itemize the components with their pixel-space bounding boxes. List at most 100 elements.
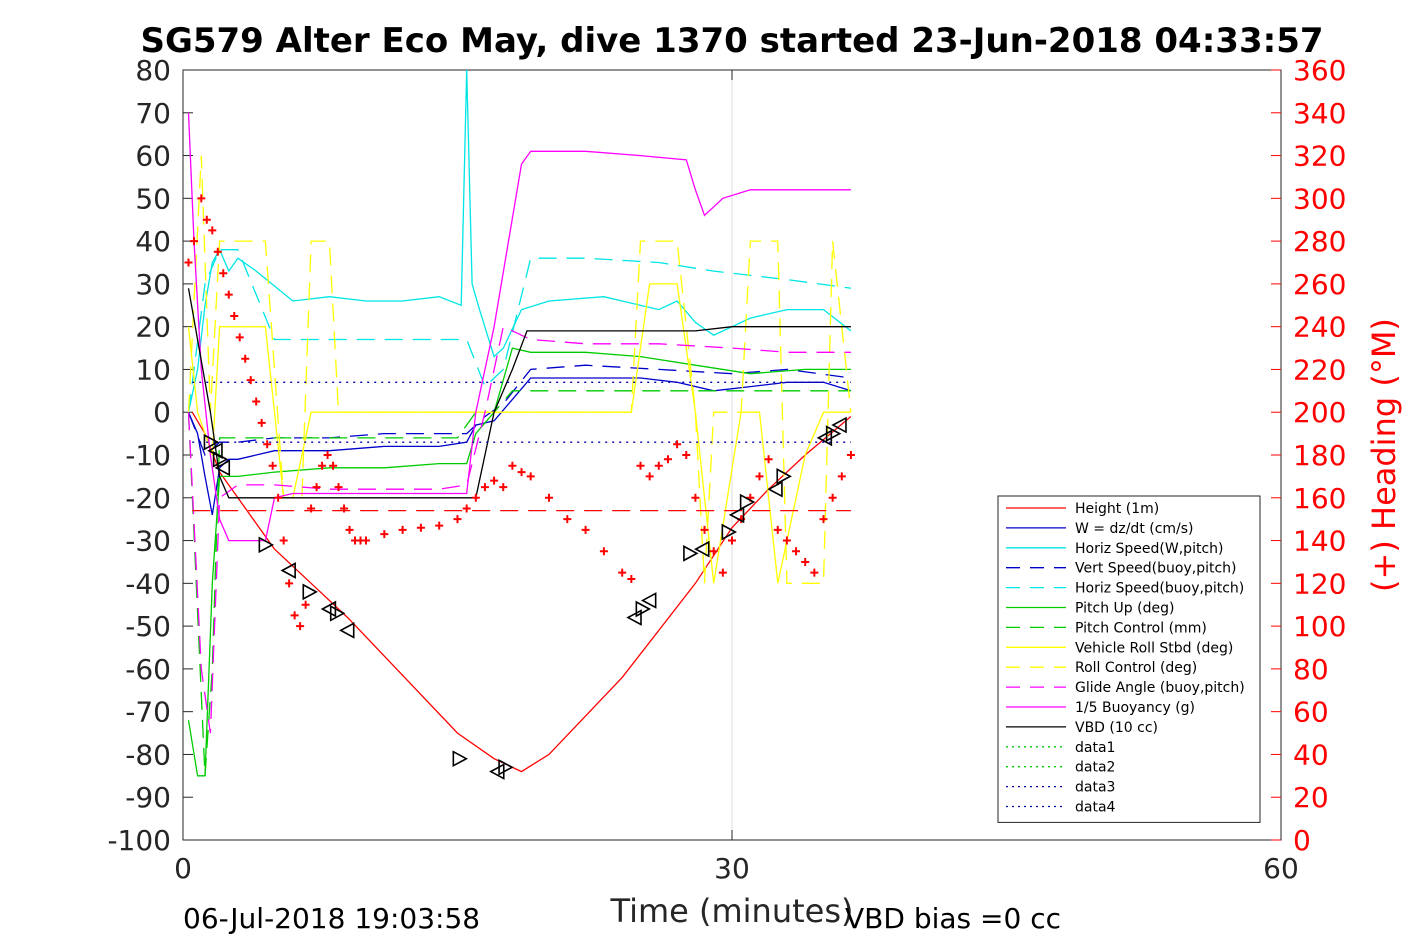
depth-marker	[825, 425, 842, 442]
y2-axis-label: (+) Heading (°M)	[1365, 318, 1403, 592]
y2-tick-label: 0	[1293, 824, 1311, 857]
y-tick-label: -10	[125, 439, 171, 472]
marker-layer	[184, 194, 855, 780]
y2-tick-label: 20	[1293, 781, 1329, 814]
series-glide-angle-buoy-pitch	[187, 325, 851, 734]
legend-label: data3	[1075, 780, 1115, 796]
depth-marker	[258, 536, 275, 554]
heading-marker	[782, 536, 791, 545]
heading-marker	[380, 530, 389, 539]
series-vbd-10-cc	[187, 288, 851, 499]
y2-tick-label: 180	[1293, 439, 1346, 472]
heading-marker	[213, 247, 222, 256]
y2-tick-label: 60	[1293, 696, 1329, 729]
depth-marker	[329, 604, 346, 622]
heading-marker	[224, 290, 233, 299]
y-tick-label: -100	[107, 824, 171, 857]
y2-tick-label: 360	[1293, 54, 1346, 87]
heading-marker	[773, 525, 782, 534]
legend-label: Horiz Speed(W,pitch)	[1075, 541, 1223, 557]
legend-label: VBD (10 cc)	[1075, 720, 1158, 736]
heading-marker	[318, 461, 327, 470]
x-tick-label: 60	[1263, 852, 1299, 885]
heading-marker	[197, 194, 206, 203]
heading-marker	[545, 493, 553, 502]
x-tick-label: 0	[174, 852, 192, 885]
heading-marker	[764, 455, 773, 464]
series-w-dz-dt-cm-s	[187, 377, 852, 516]
y-tick-label: -50	[125, 610, 171, 643]
y-tick-label: 50	[135, 182, 171, 215]
heading-marker	[673, 440, 682, 449]
y-tick-label: 70	[135, 97, 171, 130]
legend-label: Pitch Control (mm)	[1075, 620, 1207, 636]
heading-marker	[490, 476, 499, 485]
series-horiz-speed-w-pitch	[187, 70, 852, 413]
heading-marker	[819, 515, 828, 524]
heading-marker	[599, 547, 608, 556]
heading-marker	[398, 525, 407, 534]
y2-tick-label: 260	[1293, 268, 1346, 301]
heading-marker	[208, 226, 217, 235]
heading-marker	[246, 376, 255, 385]
depth-marker	[721, 523, 738, 541]
heading-marker	[526, 472, 535, 481]
legend-label: data2	[1075, 760, 1115, 776]
legend-label: Roll Control (deg)	[1075, 660, 1197, 676]
depth-marker	[776, 468, 792, 485]
heading-marker	[563, 515, 572, 524]
y-tick-label: -70	[125, 696, 171, 729]
series-vert-speed-buoy-pitch	[187, 364, 851, 457]
y2-tick-label: 240	[1293, 311, 1346, 344]
depth-marker	[339, 622, 355, 639]
heading-marker	[235, 333, 244, 342]
depth-marker	[302, 583, 318, 601]
heading-marker	[663, 455, 672, 464]
depth-marker	[767, 480, 783, 498]
heading-marker	[252, 397, 261, 406]
heading-marker	[654, 461, 663, 470]
chart-title: SG579 Alter Eco May, dive 1370 started 2…	[140, 21, 1323, 61]
y-tick-label: 80	[135, 54, 171, 87]
y2-tick-label: 320	[1293, 140, 1346, 173]
depth-marker	[498, 758, 514, 776]
y2-tick-label: 140	[1293, 525, 1346, 558]
x-axis-ticks: 0 30 60	[174, 70, 1299, 885]
heading-marker	[801, 557, 810, 566]
depth-marker	[640, 592, 657, 609]
y2-tick-label: 160	[1293, 482, 1346, 515]
depth-marker	[203, 433, 220, 451]
legend-label: Horiz Speed(buoy,pitch)	[1075, 581, 1244, 597]
heading-marker	[636, 461, 645, 470]
heading-marker	[709, 547, 718, 556]
right-axis-ticks: 3603403203002802602402202001801601401201…	[1271, 54, 1346, 857]
y2-tick-label: 200	[1293, 396, 1346, 429]
y-tick-label: 10	[135, 353, 171, 386]
heading-marker	[627, 575, 636, 584]
heading-marker	[718, 568, 727, 577]
depth-marker	[831, 416, 847, 434]
heading-marker	[453, 515, 462, 524]
y-tick-label: -20	[125, 482, 171, 515]
heading-marker	[285, 579, 294, 588]
series-pitch-control-mm	[187, 390, 851, 776]
depth-marker	[280, 562, 296, 579]
heading-marker	[846, 451, 855, 459]
heading-marker	[828, 493, 837, 502]
heading-marker	[618, 568, 627, 577]
y-tick-label: -90	[125, 781, 171, 814]
heading-marker	[755, 472, 764, 481]
series-layer	[187, 70, 852, 777]
legend-label: Height (1m)	[1075, 501, 1159, 517]
y-tick-label: 60	[135, 140, 171, 173]
left-axis-ticks: 80 70 60 50 40 30 20 10 0 -10 -20 -30 -40 -50 -60 -70 -8…	[107, 54, 193, 857]
heading-marker	[312, 483, 321, 492]
heading-marker	[263, 440, 272, 449]
heading-marker	[189, 237, 198, 246]
footer-vbd-bias: VBD bias =0 cc	[845, 902, 1061, 935]
legend-label: Glide Angle (buoy,pitch)	[1075, 680, 1245, 696]
heading-marker	[307, 504, 316, 513]
depth-marker	[626, 609, 642, 626]
heading-marker	[184, 258, 193, 267]
